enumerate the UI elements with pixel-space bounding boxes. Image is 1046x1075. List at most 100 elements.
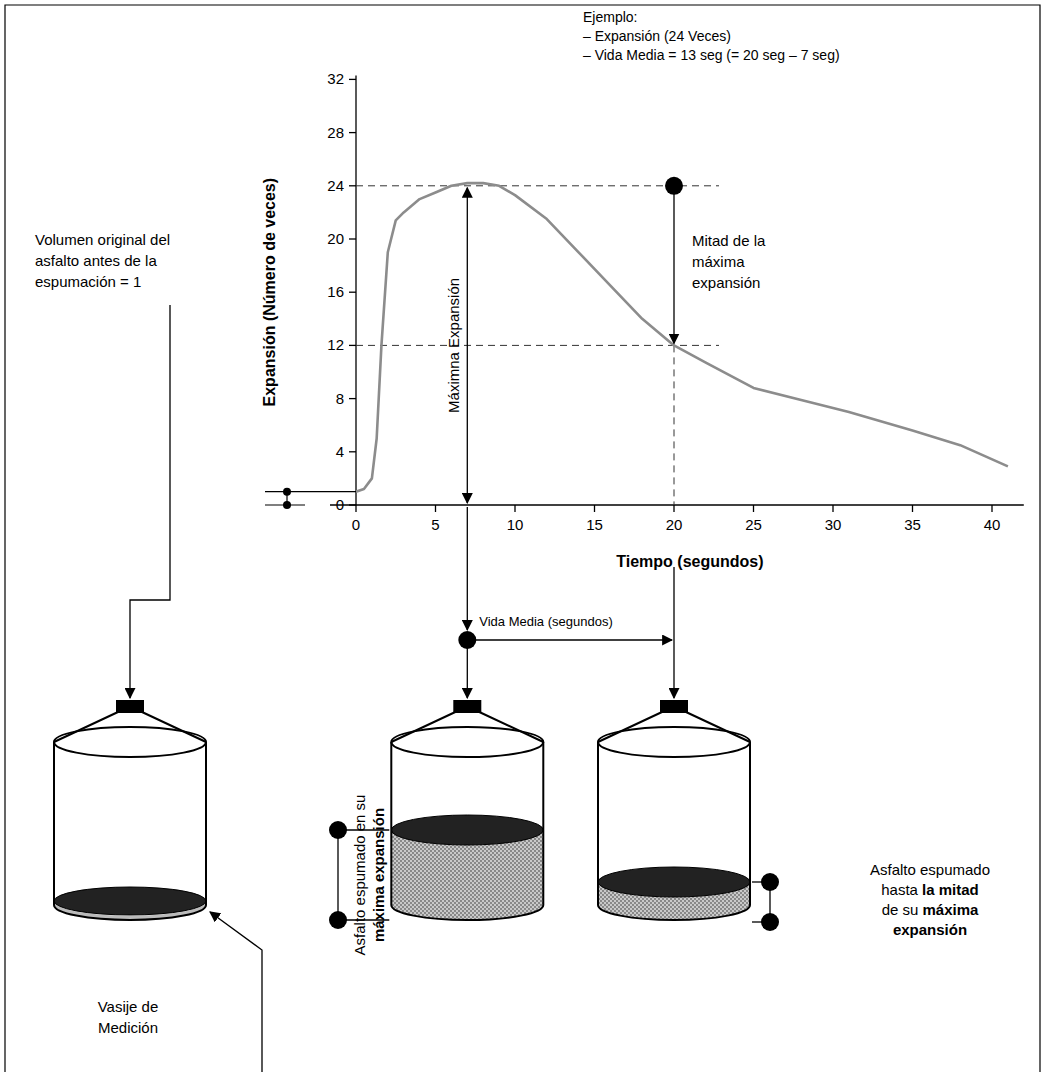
half-expansion-dashed — [356, 345, 719, 346]
example-text: – Expansión (24 Veces) — [583, 28, 731, 44]
y-axis — [355, 75, 356, 505]
vessel-label: Vasije de — [98, 998, 159, 1015]
y-tick-label: 24 — [327, 177, 344, 194]
x-axis — [330, 504, 1024, 505]
foam-surface — [391, 815, 543, 845]
connector — [673, 567, 674, 698]
vessel-half — [598, 700, 750, 920]
x-tick-label: 5 — [431, 516, 439, 533]
half-expansion-arrow — [673, 186, 674, 344]
label-part: de su — [882, 901, 923, 918]
original-volume-line — [265, 491, 356, 492]
x-tick — [594, 505, 595, 512]
half-vessel-label: de su máxima — [882, 901, 979, 918]
x-tick-label: 25 — [745, 516, 762, 533]
vessel-max — [391, 700, 543, 920]
vessel-arrow — [210, 912, 262, 1072]
vessel-nozzle — [453, 700, 481, 713]
max-expansion-label: Máximna Expansión — [445, 278, 462, 413]
y-tick — [349, 292, 356, 293]
y-tick — [349, 504, 356, 505]
x-tick-label: 0 — [352, 516, 360, 533]
vessel-rim — [391, 727, 543, 757]
figure: 0481216202428320510152025303540Tiempo (s… — [0, 0, 1046, 1075]
foam-surface — [598, 867, 750, 897]
original-volume-dot — [283, 501, 291, 509]
y-tick-label: 28 — [327, 124, 344, 141]
x-tick — [753, 505, 754, 512]
y-tick — [349, 238, 356, 239]
plot-marks — [356, 183, 1008, 492]
vessel-body — [54, 742, 206, 920]
bracket-dot — [329, 911, 347, 929]
half-expansion-label: expansión — [692, 274, 760, 291]
y-tick — [349, 451, 356, 452]
y-tick — [349, 398, 356, 399]
half-vessel-label: expansión — [893, 921, 967, 938]
half-vessel-label: Asfalto espumado — [870, 861, 990, 878]
vessel-rim — [598, 727, 750, 757]
vessel-nozzle — [116, 700, 144, 713]
max-expansion-dot — [665, 177, 683, 195]
frame — [5, 5, 1040, 1072]
half-life-arrow — [467, 639, 672, 640]
y-tick — [349, 132, 356, 133]
y-tick — [349, 345, 356, 346]
bracket-dot — [761, 873, 779, 891]
max-vessel-label: máxima expansión — [370, 808, 387, 942]
connector — [130, 305, 170, 698]
y-tick — [349, 79, 356, 80]
x-tick — [355, 505, 356, 512]
max-vessel-label: Asfalto espumado en su — [351, 795, 368, 956]
label-part: la mitad — [922, 881, 979, 898]
y-tick-label: 8 — [336, 390, 344, 407]
label-part: máxima — [923, 901, 980, 918]
original-volume-label: asfalto antes de la — [35, 252, 157, 269]
x-axis-title: Tiempo (segundos) — [616, 553, 763, 570]
expansion-curve — [356, 183, 1008, 492]
vessel-label: Medición — [98, 1019, 158, 1036]
vessel-rim — [54, 727, 206, 757]
x-tick — [514, 505, 515, 512]
half-expansion-label: Mitad de la — [692, 232, 766, 249]
y-tick-label: 0 — [336, 496, 344, 513]
original-volume-label: espumación = 1 — [35, 273, 141, 290]
x-tick — [832, 505, 833, 512]
y-tick-label: 12 — [327, 336, 344, 353]
vessel-body — [598, 742, 750, 920]
height-bracket — [337, 830, 338, 920]
vessel-body — [391, 742, 543, 920]
label-part: hasta — [881, 881, 922, 898]
max-expansion-arrow — [467, 188, 468, 503]
label-part: máxima expansión — [370, 808, 387, 942]
x-tick — [435, 505, 436, 512]
vessel-nozzle — [660, 700, 688, 713]
half-expansion-label: máxima — [692, 253, 745, 270]
x-tick-label: 35 — [904, 516, 921, 533]
y-tick-label: 16 — [327, 283, 344, 300]
x-tick-label: 15 — [586, 516, 603, 533]
asphalt-surface — [54, 887, 206, 915]
label-part: Asfalto espumado en su — [351, 795, 368, 956]
original-volume-label: Volumen original del — [35, 231, 170, 248]
x-tick — [912, 505, 913, 512]
label-part: expansión — [893, 921, 967, 938]
half-vessel-label: hasta la mitad — [881, 881, 979, 898]
half-time-dashed — [674, 345, 675, 505]
label-part: Asfalto espumado — [870, 861, 990, 878]
x-tick-label: 30 — [825, 516, 842, 533]
x-tick — [991, 505, 992, 512]
example-text: Ejemplo: — [583, 9, 637, 25]
x-tick-label: 10 — [507, 516, 524, 533]
x-tick — [673, 505, 674, 512]
half-life-label: Vida Media (segundos) — [479, 614, 612, 629]
max-expansion-dashed — [356, 185, 719, 186]
y-axis-title: Expansión (Número de veces) — [261, 178, 278, 407]
y-tick-label: 32 — [327, 70, 344, 87]
original-volume-dot — [283, 488, 291, 496]
bracket-dot — [761, 913, 779, 931]
bracket-dot — [329, 821, 347, 839]
example-text: – Vida Media = 13 seg (= 20 seg – 7 seg) — [583, 47, 840, 63]
y-tick — [349, 185, 356, 186]
y-tick-label: 20 — [327, 230, 344, 247]
